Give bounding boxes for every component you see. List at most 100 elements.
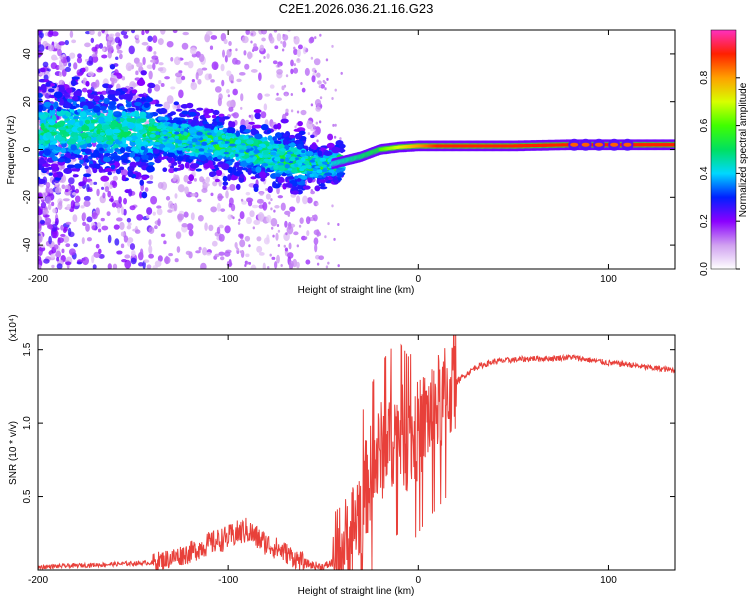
heatmap-cell xyxy=(277,229,281,233)
heatmap-cell xyxy=(178,210,184,214)
heatmap-cell xyxy=(43,258,50,264)
heatmap-cell xyxy=(214,136,219,141)
heatmap-cell xyxy=(136,62,143,68)
heatmap-cell xyxy=(190,193,198,197)
heatmap-cell xyxy=(180,120,188,124)
heatmap-cell xyxy=(260,111,267,119)
heatmap-cell xyxy=(298,224,302,228)
heatmap-cell xyxy=(71,76,80,80)
heatmap-cell xyxy=(241,200,247,205)
heatmap-cell xyxy=(274,45,279,50)
heatmap-cell xyxy=(221,79,225,87)
snr-x-label: Height of straight line (km) xyxy=(298,586,415,597)
heatmap-cell xyxy=(202,182,210,187)
heatmap-cell xyxy=(181,139,188,144)
heatmap-cell xyxy=(96,222,102,228)
heatmap-cell xyxy=(55,250,62,258)
heatmap-cell xyxy=(99,95,105,101)
heatmap-cell xyxy=(174,258,179,263)
heatmap-cell xyxy=(100,175,110,182)
heatmap-cell xyxy=(115,56,119,61)
heatmap-cell xyxy=(216,155,223,160)
heatmap-cell xyxy=(176,246,181,253)
heatmap-cell xyxy=(93,95,100,102)
heatmap-cell xyxy=(231,166,237,174)
heatmap-cell xyxy=(140,146,146,151)
heatmap-cell xyxy=(62,235,70,243)
heatmap-cell xyxy=(115,32,121,38)
heatmap-cell xyxy=(167,209,173,213)
heatmap-cell xyxy=(96,123,103,129)
heatmap-cell xyxy=(141,191,148,199)
heatmap-cell xyxy=(276,33,282,42)
heatmap-cell xyxy=(327,261,330,265)
heatmap-cell xyxy=(318,120,322,124)
colorbar: 0.00.20.40.60.8 Normalized spectral ampl… xyxy=(699,29,749,276)
heatmap-cell xyxy=(99,132,106,136)
heatmap-cell xyxy=(316,262,320,266)
heatmap-cell xyxy=(63,226,68,232)
heatmap-cell xyxy=(113,143,119,149)
heatmap-cell xyxy=(147,86,152,94)
heatmap-cell xyxy=(218,113,225,118)
heatmap-cell xyxy=(102,156,111,163)
heatmap-cell xyxy=(175,147,184,151)
heatmap-cell xyxy=(181,75,186,81)
heatmap-cell xyxy=(71,168,80,172)
heatmap-cell xyxy=(52,173,58,178)
y-tick-label: 20 xyxy=(22,96,33,108)
colorbar-label: Normalized spectral amplitude xyxy=(738,82,749,217)
heatmap-cell xyxy=(183,174,189,183)
heatmap-cell xyxy=(285,154,292,158)
heatmap-cell xyxy=(286,176,295,180)
heatmap-cell xyxy=(275,97,282,102)
heatmap-cell xyxy=(259,171,267,178)
y-tick-label: 0 xyxy=(22,146,33,152)
heatmap-cell xyxy=(64,101,71,109)
heatmap-cell xyxy=(135,110,140,118)
heatmap-cell xyxy=(121,174,126,182)
heatmap-cell xyxy=(186,223,194,231)
heatmap-cell xyxy=(113,224,120,230)
heatmap-cell xyxy=(320,84,325,89)
heatmap-cell xyxy=(300,175,308,180)
heatmap-cell xyxy=(172,30,178,34)
heatmap-cell xyxy=(80,205,85,209)
snr-y-ticks: 0.51.01.5 xyxy=(22,342,675,504)
heatmap-cell xyxy=(211,61,219,70)
heatmap-cell xyxy=(108,33,115,38)
heatmap-cell xyxy=(333,237,336,241)
heatmap-cell xyxy=(104,167,114,172)
heatmap-cell xyxy=(157,67,164,72)
heatmap-cell xyxy=(141,159,149,163)
heatmap-cell xyxy=(128,45,135,55)
heatmap-cell xyxy=(104,186,110,193)
heatmap-cell xyxy=(91,212,98,220)
heatmap-cell xyxy=(76,57,83,64)
heatmap-cell xyxy=(174,72,182,78)
heatmap-cell xyxy=(156,208,163,216)
heatmap-cell xyxy=(277,64,280,68)
heatmap-cell xyxy=(139,191,143,199)
heatmap-cell xyxy=(45,82,51,87)
heatmap-cell xyxy=(250,69,258,73)
heatmap-cell xyxy=(227,174,232,182)
heatmap-cell xyxy=(68,105,77,110)
heatmap-cell xyxy=(227,261,230,265)
colorbar-tick-label: 0.4 xyxy=(699,166,710,180)
heatmap-cell xyxy=(277,162,285,166)
heatmap-cell xyxy=(51,264,55,269)
heatmap-cell xyxy=(309,173,315,178)
heatmap-cell xyxy=(144,187,149,192)
heatmap-cell xyxy=(191,78,195,83)
heatmap-cell xyxy=(319,157,327,162)
heatmap-cell xyxy=(73,243,78,248)
heatmap-cell xyxy=(47,88,55,93)
heatmap-cell xyxy=(325,265,329,269)
heatmap-cell xyxy=(213,126,219,134)
heatmap-cell xyxy=(196,131,203,136)
heatmap-cell xyxy=(240,106,243,110)
heatmap-cell xyxy=(178,184,185,193)
y-tick-label: 1.0 xyxy=(22,416,33,430)
heatmap-cell xyxy=(202,135,208,140)
